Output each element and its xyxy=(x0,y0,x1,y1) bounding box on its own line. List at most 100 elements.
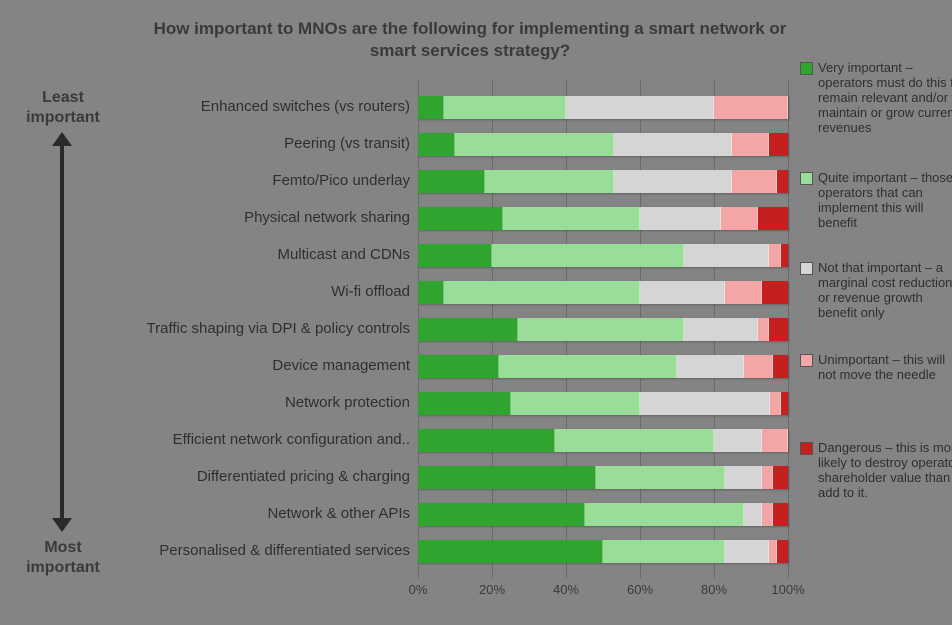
bar-segment-unimp xyxy=(732,133,769,156)
bar-segment-not xyxy=(725,466,762,489)
bar-segment-quite xyxy=(555,429,714,452)
arrow-line xyxy=(60,144,64,520)
bar-row: Traffic shaping via DPI & policy control… xyxy=(418,312,788,349)
legend-label: Very important – operators must do this … xyxy=(818,60,952,135)
bar-segment-unimp xyxy=(744,355,774,378)
x-tick-label: 60% xyxy=(627,582,653,597)
x-tick-label: 80% xyxy=(701,582,727,597)
stacked-bar xyxy=(418,392,788,415)
bar-segment-unimp xyxy=(758,318,769,341)
bar-segment-very xyxy=(418,392,511,415)
bar-row: Peering (vs transit) xyxy=(418,127,788,164)
bar-segment-dang xyxy=(781,244,788,267)
bar-segment-quite xyxy=(518,318,685,341)
bar-segment-very xyxy=(418,503,585,526)
bar-segment-dang xyxy=(758,207,788,230)
bar-segment-not xyxy=(640,207,721,230)
gridline xyxy=(788,80,789,578)
bar-segment-dang xyxy=(769,318,788,341)
bar-row: Efficient network configuration and.. xyxy=(418,423,788,460)
legend-label: Unimportant – this will not move the nee… xyxy=(818,352,945,382)
bar-segment-very xyxy=(418,318,518,341)
stacked-bar xyxy=(418,133,788,156)
importance-arrow xyxy=(52,132,72,532)
bar-segment-unimp xyxy=(725,281,762,304)
x-tick-label: 20% xyxy=(479,582,505,597)
most-important-label: Mostimportant xyxy=(8,538,118,578)
stacked-bar xyxy=(418,281,788,304)
bar-segment-not xyxy=(614,170,732,193)
bar-segment-dang xyxy=(777,170,788,193)
category-label: Network protection xyxy=(110,394,410,411)
bar-segment-very xyxy=(418,466,596,489)
bar-row: Device management xyxy=(418,349,788,386)
legend-item: Dangerous – this is more likely to destr… xyxy=(800,440,952,500)
category-label: Physical network sharing xyxy=(110,209,410,226)
bar-row: Network protection xyxy=(418,386,788,423)
bar-row: Femto/Pico underlay xyxy=(418,164,788,201)
legend-swatch-icon xyxy=(800,62,813,75)
x-tick-label: 100% xyxy=(771,582,804,597)
bar-segment-unimp xyxy=(762,503,773,526)
x-tick-label: 0% xyxy=(409,582,428,597)
bar-segment-quite xyxy=(585,503,744,526)
bar-segment-quite xyxy=(603,540,725,563)
bar-segment-unimp xyxy=(714,96,788,119)
stacked-bar xyxy=(418,170,788,193)
category-label: Multicast and CDNs xyxy=(110,246,410,263)
bar-segment-not xyxy=(614,133,732,156)
stacked-bar xyxy=(418,355,788,378)
bar-segment-not xyxy=(684,244,769,267)
category-label: Enhanced switches (vs routers) xyxy=(110,98,410,115)
bar-segment-dang xyxy=(773,355,788,378)
bar-segment-quite xyxy=(444,281,640,304)
category-label: Personalised & differentiated services xyxy=(110,542,410,559)
legend-label: Not that important – a marginal cost red… xyxy=(818,260,952,320)
bar-segment-quite xyxy=(455,133,614,156)
bar-segment-very xyxy=(418,281,444,304)
bar-segment-not xyxy=(684,318,758,341)
bar-segment-very xyxy=(418,133,455,156)
legend-swatch-icon xyxy=(800,262,813,275)
bar-segment-very xyxy=(418,355,499,378)
bar-segment-not xyxy=(714,429,762,452)
legend-swatch-icon xyxy=(800,354,813,367)
legend-item: Not that important – a marginal cost red… xyxy=(800,260,952,320)
bar-segment-not xyxy=(725,540,769,563)
bar-segment-very xyxy=(418,207,503,230)
bar-row: Network & other APIs xyxy=(418,497,788,534)
category-label: Network & other APIs xyxy=(110,505,410,522)
bar-row: Physical network sharing xyxy=(418,201,788,238)
bar-segment-quite xyxy=(492,244,684,267)
bar-row: Wi-fi offload xyxy=(418,275,788,312)
bar-segment-quite xyxy=(444,96,566,119)
bar-row: Personalised & differentiated services xyxy=(418,534,788,571)
bar-segment-unimp xyxy=(721,207,758,230)
bar-segment-dang xyxy=(781,392,788,415)
stacked-bar xyxy=(418,96,788,119)
bar-row: Multicast and CDNs xyxy=(418,238,788,275)
chart-root: How important to MNOs are the following … xyxy=(0,0,952,625)
bar-segment-not xyxy=(640,281,725,304)
bar-segment-unimp xyxy=(762,429,788,452)
stacked-bar xyxy=(418,540,788,563)
category-label: Efficient network configuration and.. xyxy=(110,431,410,448)
category-label: Differentiated pricing & charging xyxy=(110,468,410,485)
x-tick-label: 40% xyxy=(553,582,579,597)
bar-segment-not xyxy=(677,355,744,378)
stacked-bar xyxy=(418,503,788,526)
legend-item: Quite important – those operators that c… xyxy=(800,170,952,230)
bar-segment-not xyxy=(744,503,763,526)
bar-segment-unimp xyxy=(762,466,773,489)
category-label: Wi-fi offload xyxy=(110,283,410,300)
legend-item: Unimportant – this will not move the nee… xyxy=(800,352,952,382)
bar-segment-unimp xyxy=(770,392,781,415)
bars-container: Enhanced switches (vs routers)Peering (v… xyxy=(418,90,788,571)
bar-segment-unimp xyxy=(732,170,776,193)
legend-swatch-icon xyxy=(800,442,813,455)
legend-swatch-icon xyxy=(800,172,813,185)
plot-area: Enhanced switches (vs routers)Peering (v… xyxy=(418,80,788,578)
bar-segment-dang xyxy=(762,281,788,304)
bar-segment-not xyxy=(566,96,714,119)
category-label: Peering (vs transit) xyxy=(110,135,410,152)
